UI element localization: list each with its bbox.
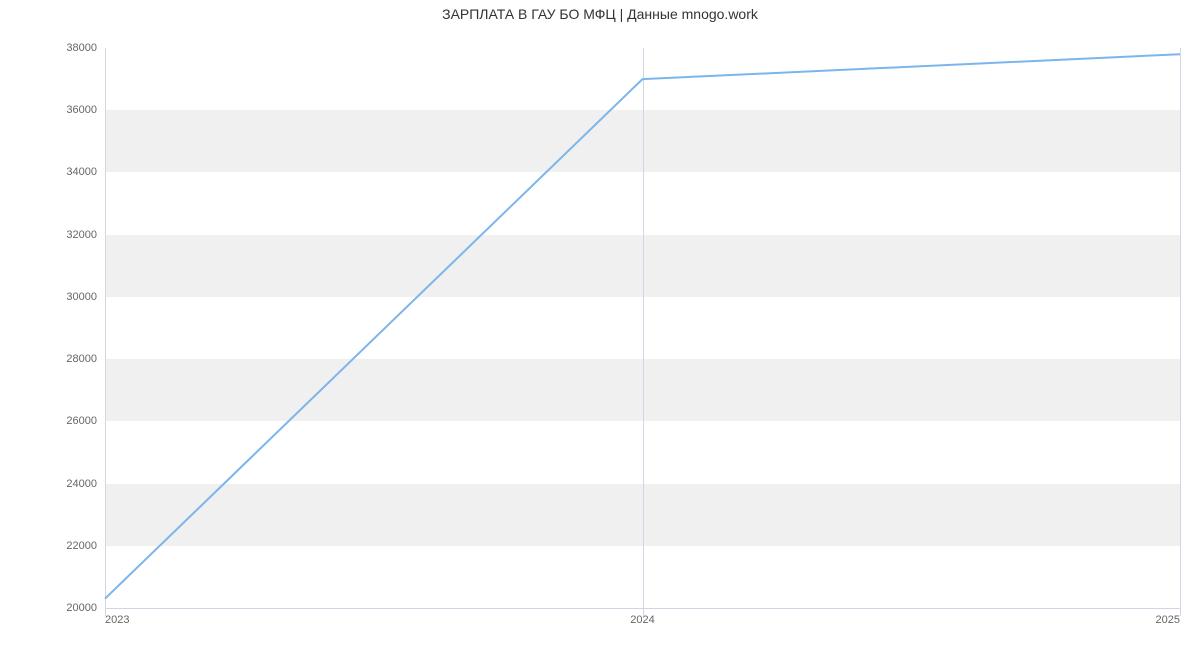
x-gridline	[1180, 48, 1181, 608]
y-tick-label: 24000	[66, 478, 97, 490]
y-tick-label: 26000	[66, 415, 97, 427]
salary-line-chart: ЗАРПЛАТА В ГАУ БО МФЦ | Данные mnogo.wor…	[0, 0, 1200, 650]
y-tick-label: 32000	[66, 229, 97, 241]
y-tick-label: 20000	[66, 602, 97, 614]
y-tick-label: 38000	[66, 42, 97, 54]
y-tick-label: 28000	[66, 353, 97, 365]
y-tick-label: 30000	[66, 291, 97, 303]
y-tick-label: 22000	[66, 540, 97, 552]
series-layer	[105, 48, 1180, 608]
series-salary	[105, 54, 1180, 598]
x-tick-label: 2023	[105, 614, 129, 626]
plot-area: 2000022000240002600028000300003200034000…	[105, 48, 1180, 608]
x-tick-label: 2025	[1156, 614, 1180, 626]
chart-title: ЗАРПЛАТА В ГАУ БО МФЦ | Данные mnogo.wor…	[0, 6, 1200, 22]
y-tick-label: 34000	[66, 166, 97, 178]
y-tick-label: 36000	[66, 104, 97, 116]
x-axis-line	[105, 608, 1180, 609]
x-tick-mark	[1180, 608, 1181, 616]
x-tick-label: 2024	[630, 614, 654, 626]
